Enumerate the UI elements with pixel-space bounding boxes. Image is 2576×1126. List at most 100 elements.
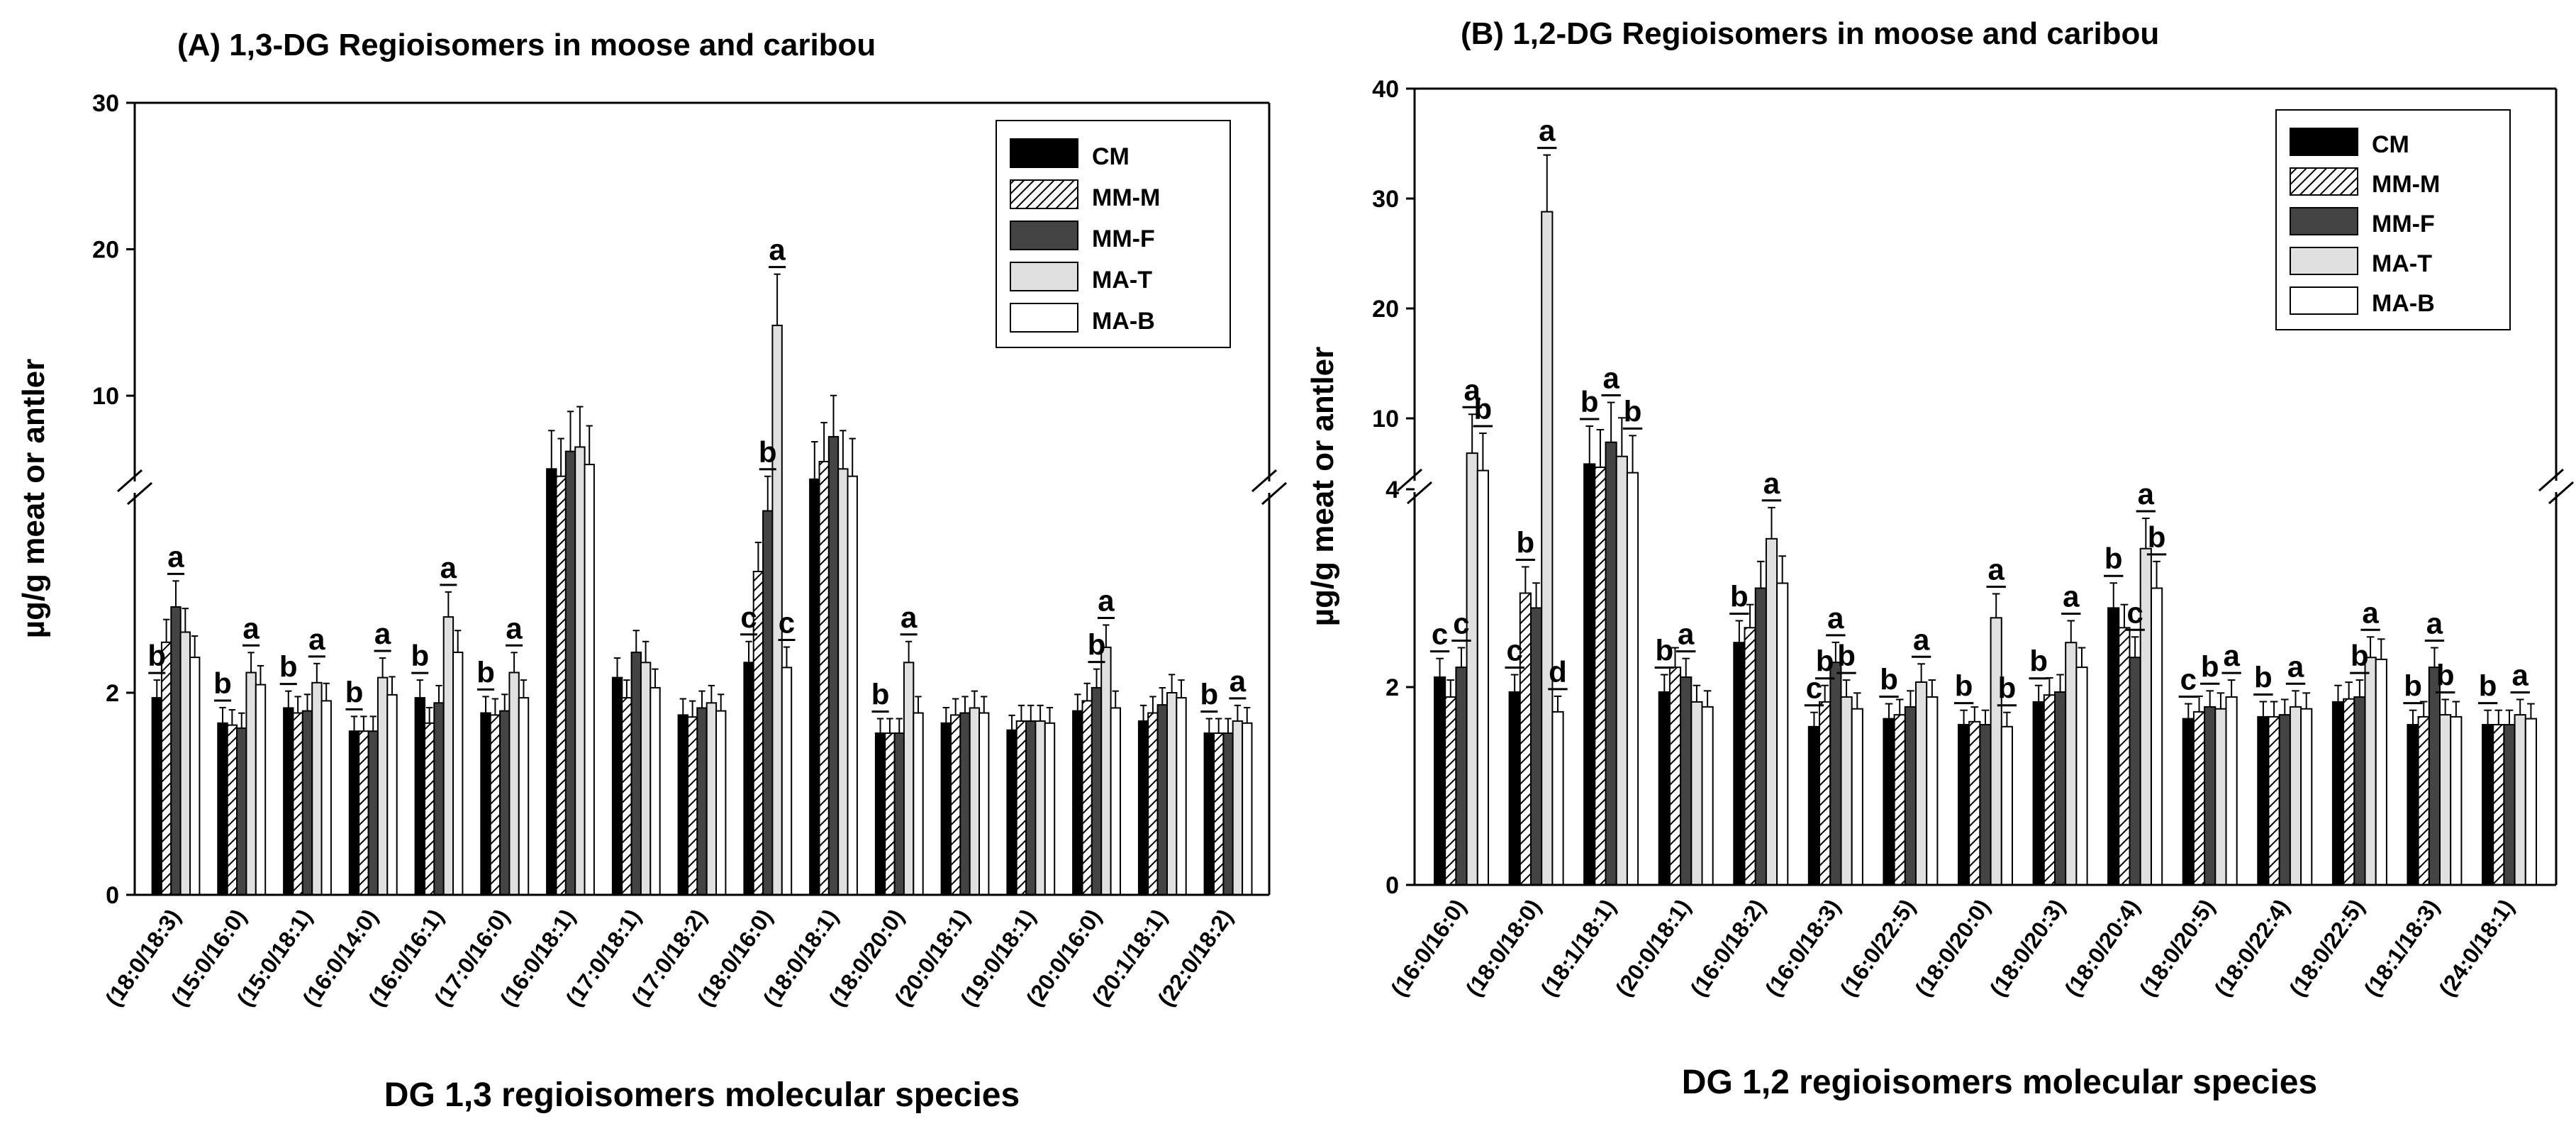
bar-MA-T-(18:0/20:5) <box>2214 708 2227 886</box>
bar-CM-(18:1/18:1) <box>1583 463 1596 886</box>
significance-letter: a <box>901 601 918 634</box>
bar-MA-T-(18:0/22:4) <box>2289 706 2302 886</box>
significance-letter: a <box>2138 477 2155 511</box>
bar-MM-M-(17:0/18:2) <box>687 716 698 896</box>
bar-MM-F-(16:0/18:1) <box>564 450 576 896</box>
bar-MA-B-(22:0/18:2) <box>1242 722 1253 896</box>
axis-break-mark <box>117 469 143 493</box>
significance-letter: c <box>2180 663 2197 696</box>
bar-MA-T-(17:0/18:2) <box>706 702 718 896</box>
bar-MA-B-(17:0/16:0) <box>518 697 530 896</box>
bar-MA-T-(15:0/16:0) <box>245 671 257 896</box>
x-tick-label: (18:1/18:1) <box>1536 894 1621 1000</box>
bar-CM-(18:0/22:5) <box>2331 701 2345 886</box>
significance-letter: b <box>1880 663 1898 696</box>
x-tick-label: (16:0/18:3) <box>1760 894 1845 1000</box>
bar-MA-T-(17:0/18:1) <box>640 662 652 896</box>
legend-swatch-MM-F <box>1010 221 1078 250</box>
axis-break-mark <box>1251 469 1277 493</box>
legend-label-MM-M: MM-M <box>1092 184 1160 211</box>
bar-CM-(20:0/16:0) <box>1072 710 1083 896</box>
significance-letter: b <box>2201 650 2219 683</box>
chart-b-y-label: µg/g meat or antler <box>1305 347 1340 627</box>
significance-letter: a <box>2063 579 2080 613</box>
bar-MA-B-(18:0/20:4) <box>2151 587 2163 886</box>
x-tick-label: (18:0/22:5) <box>2284 894 2369 1000</box>
significance-letter: b <box>2404 669 2422 703</box>
bar-MM-F-(16:0/18:2) <box>1754 587 1767 886</box>
bar-MA-B-(18:1/18:3) <box>2450 715 2463 886</box>
bar-MM-F-(18:0/20:0) <box>893 732 905 896</box>
y-tick-label: 4 <box>1385 476 1399 503</box>
bar-CM-(19:0/18:1) <box>1006 729 1017 896</box>
legend-swatch-CM <box>2290 128 2358 156</box>
legend-swatch-MA-T <box>1010 262 1078 291</box>
bar-MM-F-(18:0/16:0) <box>762 510 774 896</box>
legend-swatch-MA-B <box>1010 303 1078 333</box>
bar-MM-M-(19:0/18:1) <box>1015 720 1027 896</box>
bar-CM-(22:0/18:2) <box>1203 732 1215 896</box>
chart-a-y-label: µg/g meat or antler <box>16 359 51 639</box>
bar-MA-B-(16:0/16:1) <box>452 652 464 896</box>
bar-CM-(16:0/14:0) <box>348 730 360 896</box>
significance-letter: a <box>440 551 457 584</box>
y-tick-label: 0 <box>1385 872 1399 899</box>
bar-MM-M-(18:1/18:3) <box>2417 715 2430 886</box>
bar-MA-T-(18:0/18:0) <box>1541 211 1554 886</box>
bar-MM-M-(22:0/18:2) <box>1213 732 1225 896</box>
significance-letter: b <box>1955 669 1973 703</box>
bar-MM-F-(18:1/18:1) <box>1605 441 1617 886</box>
bar-MM-M-(18:0/20:4) <box>2118 627 2131 886</box>
bar-MA-T-(18:1/18:3) <box>2439 714 2452 886</box>
bar-MA-T-(18:1/18:1) <box>1615 455 1628 886</box>
significance-letter: a <box>2512 658 2529 691</box>
bar-CM-(18:0/22:4) <box>2257 715 2270 886</box>
significance-letter: b <box>147 639 166 672</box>
x-tick-label: (20:0/18:1) <box>1610 894 1695 1000</box>
legend-label-MA-B: MA-B <box>2372 290 2435 317</box>
significance-letter: c <box>1453 606 1469 640</box>
bar-CM-(16:0/18:2) <box>1733 642 1746 886</box>
bar-MA-T-(19:0/18:1) <box>1035 720 1046 896</box>
x-tick-label: (18:0/20:3) <box>1985 894 2070 1000</box>
significance-letter: b <box>1517 525 1535 559</box>
bar-MM-M-(18:0/20:0) <box>884 732 896 896</box>
y-axis-grid <box>1406 87 1415 886</box>
bar-MA-T-(17:0/16:0) <box>508 671 520 896</box>
x-tick-label: (18:1/18:3) <box>2359 894 2444 1000</box>
significance-letter: b <box>871 677 890 710</box>
legend: CM MM-M MM-F MA-T MA-B <box>2275 109 2511 330</box>
bar-MM-F-(18:1/18:3) <box>2428 667 2441 886</box>
bar-MA-B-(16:0/14:0) <box>386 693 398 896</box>
x-tick-label: (16:0/22:5) <box>1835 894 1920 1000</box>
x-tick-label: (16:0/18:2) <box>1685 894 1771 1000</box>
bar-MA-B-(18:0/20:0) <box>2000 725 2013 886</box>
bar-MM-M-(20:0/18:1) <box>950 714 961 896</box>
significance-letter: a <box>1763 467 1780 500</box>
legend-label-MA-T: MA-T <box>2372 250 2432 277</box>
significance-letter: b <box>1816 645 1834 678</box>
bar-CM-(18:0/16:0) <box>743 662 754 896</box>
bar-MA-B-(20:0/18:1) <box>978 712 990 896</box>
bar-MA-B-(15:0/16:0) <box>255 684 267 896</box>
bar-MM-F-(16:0/18:3) <box>1829 662 1842 886</box>
legend-label-MM-F: MM-F <box>2372 211 2435 238</box>
significance-letter: c <box>779 606 795 640</box>
significance-letter: b <box>1474 392 1493 425</box>
bar-CM-(16:0/18:1) <box>546 468 557 896</box>
legend-swatch-MM-M <box>2290 167 2358 196</box>
bar-CM-(20:0/18:1) <box>940 722 952 896</box>
bar-MA-B-(18:0/18:1) <box>847 475 858 896</box>
chart-a: 02102030(18:0/18:3)(15:0/16:0)(15:0/18:1… <box>16 28 1287 1114</box>
significance-letter: a <box>2287 650 2304 683</box>
significance-letter: b <box>2351 639 2369 672</box>
significance-letter: a <box>1539 114 1556 147</box>
y-tick-label: 10 <box>1372 406 1399 433</box>
bar-MA-B-(20:0/16:0) <box>1110 707 1121 896</box>
bar-MM-M-(17:0/18:1) <box>621 697 632 896</box>
bar-MA-T-(20:1/18:1) <box>1166 692 1178 896</box>
significance-letter: b <box>2029 645 2048 678</box>
bar-CM-(16:0/18:3) <box>1807 725 1820 886</box>
bar-MM-M-(17:0/16:0) <box>489 714 501 896</box>
significance-letter: b <box>1624 394 1642 428</box>
